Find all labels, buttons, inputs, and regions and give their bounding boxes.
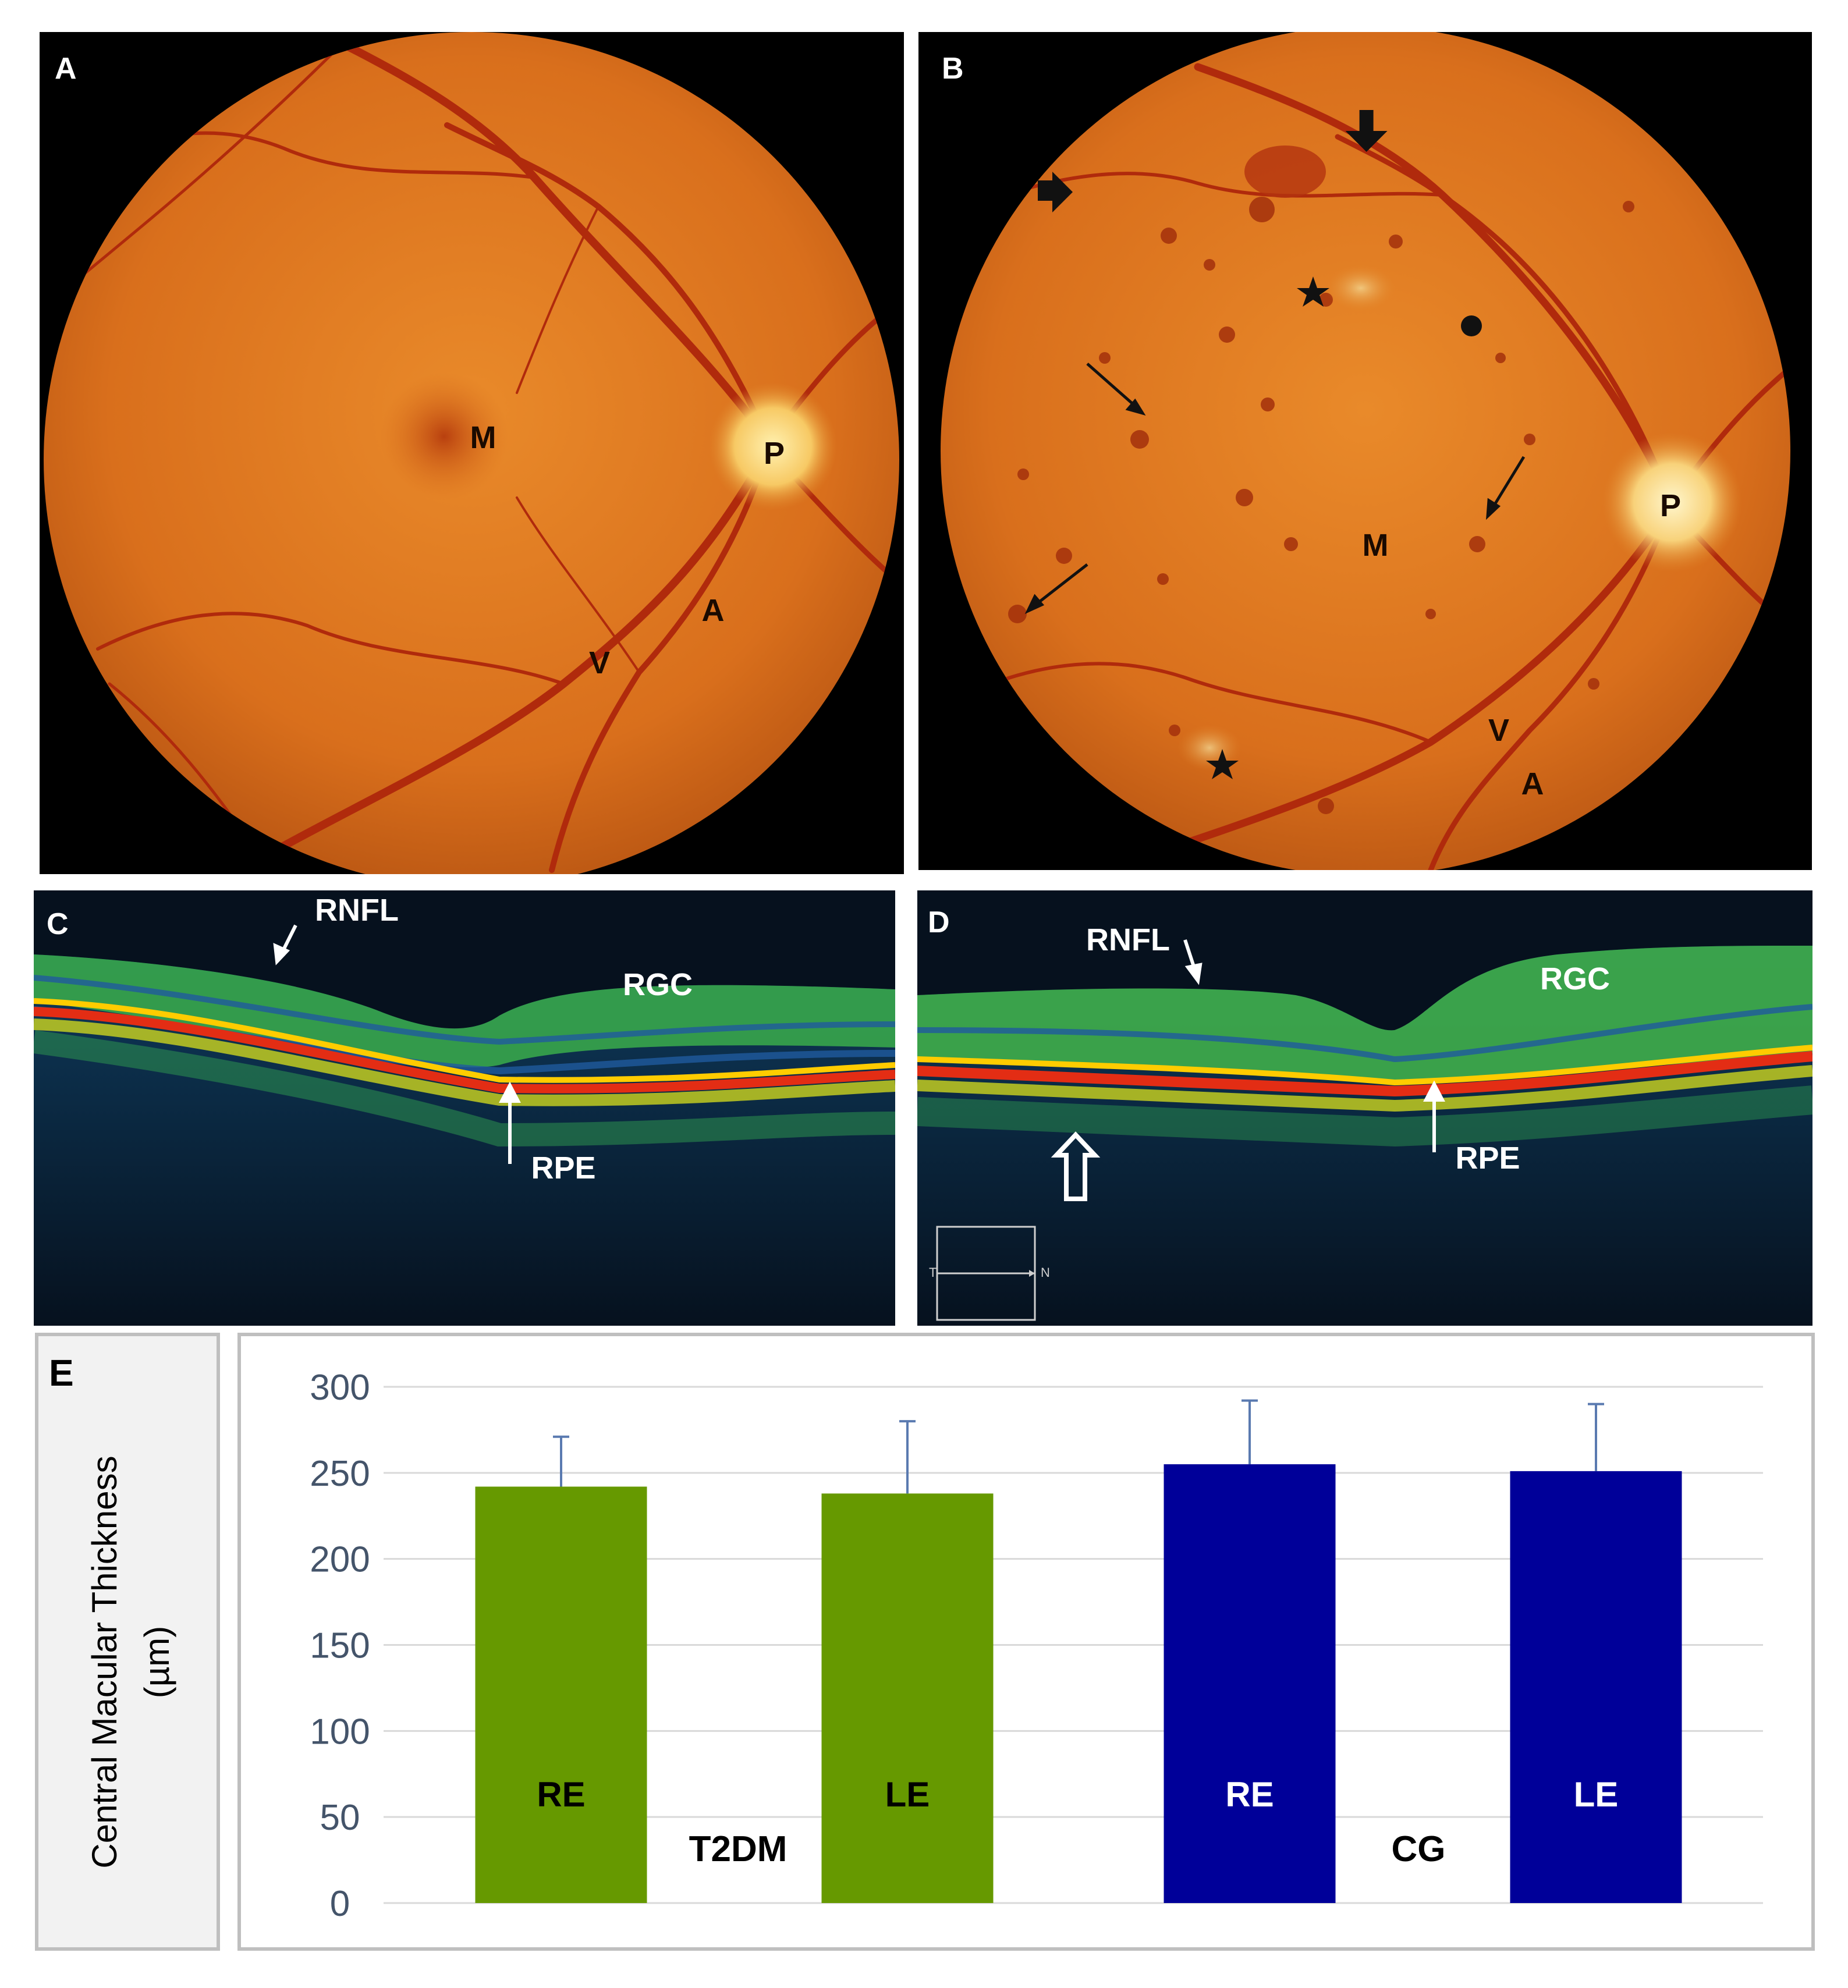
y-tick-label: 50 [320,1798,360,1838]
retinal-layers [917,946,1812,1082]
label-vein: V [589,645,610,680]
bar-chart-svg: 0 50 100 150 200 250 300 RE LE T2DM RE LE CG [310,1368,1763,1924]
soft-exudate [1326,265,1396,311]
bar-label: LE [1574,1775,1619,1814]
star-marker [1206,749,1239,779]
label-rgc: RGC [1540,961,1610,996]
y-axis-title-wrap: Central Macular Thickness (µm) [38,1336,224,1954]
y-tick-label: 300 [310,1368,370,1408]
rpe-band [917,1051,1812,1097]
panel-letter-c: C [47,907,69,941]
panel-e-axis-label-box: E Central Macular Thickness (µm) [35,1333,220,1951]
scan-guide-nasal: N [1041,1265,1050,1280]
star-marker [1297,276,1329,307]
panel-b-fundus-retinopathy: B M P A V [918,32,1812,870]
y-tick-label: 250 [310,1454,370,1494]
fundus-image-b: B M P A V [918,32,1812,870]
bar [1510,1471,1682,1903]
arrow-rpe [499,1081,521,1164]
rpe-band [34,1007,895,1094]
label-rpe: RPE [1455,1141,1520,1176]
y-tick-label: 100 [310,1712,370,1752]
panel-e-bar-chart: 0 50 100 150 200 250 300 RE LE T2DM RE LE CG [237,1333,1815,1951]
label-rpe: RPE [531,1151,595,1185]
arrow-rnfl [273,924,297,965]
y-axis-title-line2: (µm) [137,1625,176,1699]
panel-c-oct-scan: C RNFL RGC RPE [34,890,895,1326]
y-axis-title: Central Macular Thickness (µm) [79,1456,183,1868]
label-rnfl: RNFL [315,893,399,928]
flame-hemorrhage [1244,145,1326,198]
optic-disc [709,382,837,510]
oct-image-d: D RNFL RGC RPE T N [917,890,1812,1326]
thin-arrow-markers [1024,363,1526,615]
dot-marker [1461,315,1482,336]
label-macula: M [1363,528,1389,563]
label-papilla: P [1660,488,1681,523]
label-rgc: RGC [623,967,693,1002]
optic-disc [1602,432,1742,572]
panel-a-fundus-normal: A M P A V [40,32,904,874]
panel-d-oct-scan: D RNFL RGC RPE T N [917,890,1812,1326]
retinal-vessels [975,63,1790,870]
label-rnfl: RNFL [1086,922,1170,957]
y-tick-label: 0 [330,1884,350,1924]
oct-image-c: C RNFL RGC RPE [34,890,895,1326]
label-artery: A [702,593,725,628]
group-label: CG [1392,1829,1446,1869]
label-vein: V [1488,713,1509,748]
label-papilla: P [764,436,785,471]
fundus-image-a: A M P A V [40,32,904,874]
hollow-arrow-marker [1051,1131,1101,1201]
bar-label: RE [1225,1775,1274,1814]
panel-letter-e: E [49,1352,74,1394]
panel-letter-b: B [942,52,964,86]
arrow-rpe [1423,1080,1445,1152]
y-axis-title-line1: Central Macular Thickness [85,1456,124,1869]
retinal-layers [34,954,895,1067]
bar-label: RE [537,1775,585,1814]
y-tick-label: 200 [310,1540,370,1580]
label-artery: A [1521,766,1544,801]
panel-letter-d: D [928,906,950,939]
panel-letter-a: A [55,52,77,86]
bar [475,1486,647,1903]
bar-label: LE [885,1775,930,1814]
bar [821,1493,994,1903]
y-tick-label: 150 [310,1626,370,1666]
thick-arrow-marker [1038,172,1073,212]
arrow-rnfl [1183,939,1203,985]
thick-arrow-marker [1345,110,1388,152]
scan-guide-temporal: T [929,1265,937,1280]
group-label: T2DM [689,1829,788,1869]
bar [1164,1464,1336,1903]
scan-guide: T N [929,1226,1050,1321]
label-macula: M [470,420,496,455]
